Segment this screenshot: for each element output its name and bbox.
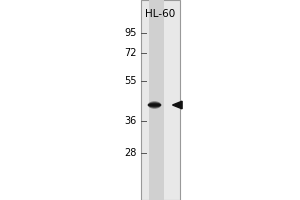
Text: 36: 36 <box>124 116 136 126</box>
Text: 55: 55 <box>124 76 136 86</box>
Polygon shape <box>172 101 182 109</box>
Text: 28: 28 <box>124 148 136 158</box>
Text: HL-60: HL-60 <box>146 9 176 19</box>
Text: 72: 72 <box>124 48 136 58</box>
Ellipse shape <box>148 103 161 107</box>
Bar <box>141 0 180 200</box>
Ellipse shape <box>148 101 161 109</box>
Ellipse shape <box>148 102 161 108</box>
Bar <box>148 0 164 200</box>
Text: 95: 95 <box>124 28 136 38</box>
